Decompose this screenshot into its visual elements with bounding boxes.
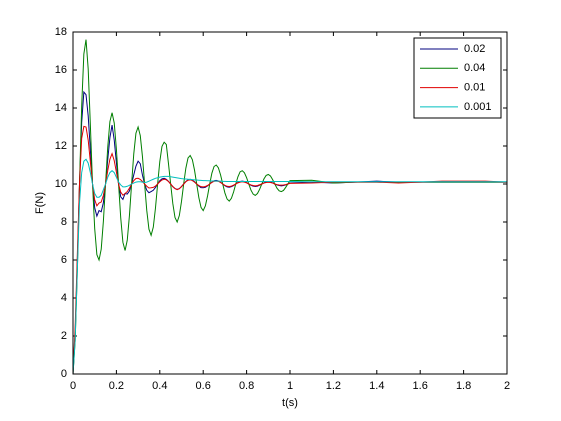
x-tick-label: 0.4 <box>152 380 167 392</box>
x-tick-label: 1.8 <box>456 380 471 392</box>
y-tick-label: 10 <box>55 178 67 190</box>
y-tick-label: 2 <box>61 330 67 342</box>
x-tick-label: 0 <box>70 380 76 392</box>
series-line <box>72 39 507 375</box>
series-line <box>72 125 508 375</box>
x-tick-label: 0.8 <box>239 380 254 392</box>
y-axis-label: F(N) <box>34 192 46 214</box>
y-tick-label: 0 <box>61 368 67 380</box>
y-tick-label: 18 <box>55 26 67 38</box>
y-tick-label: 14 <box>55 102 67 114</box>
y-tick-label: 4 <box>61 292 67 304</box>
x-tick-label: 1.6 <box>413 380 428 392</box>
x-tick-label: 2 <box>504 380 510 392</box>
y-tick-label: 6 <box>61 254 67 266</box>
y-tick-label: 8 <box>61 216 67 228</box>
x-tick-label: 1.2 <box>326 380 341 392</box>
y-tick-label: 16 <box>55 64 67 76</box>
legend: 0.02 0.04 0.01 0.001 <box>413 37 502 119</box>
x-axis-label: t(s) <box>282 397 298 409</box>
legend-box <box>413 37 502 119</box>
legend-label: 0.04 <box>464 62 485 74</box>
legend-label: 0.001 <box>464 101 492 113</box>
legend-label: 0.01 <box>464 82 485 94</box>
legend-label: 0.02 <box>464 43 485 55</box>
x-tick-label: 0.6 <box>196 380 211 392</box>
series-line <box>72 158 507 375</box>
x-tick-label: 1 <box>287 380 293 392</box>
x-tick-label: 1.4 <box>369 380 384 392</box>
axes-box <box>72 31 508 375</box>
x-tick-label: 0.2 <box>109 380 124 392</box>
y-tick-label: 12 <box>55 140 67 152</box>
